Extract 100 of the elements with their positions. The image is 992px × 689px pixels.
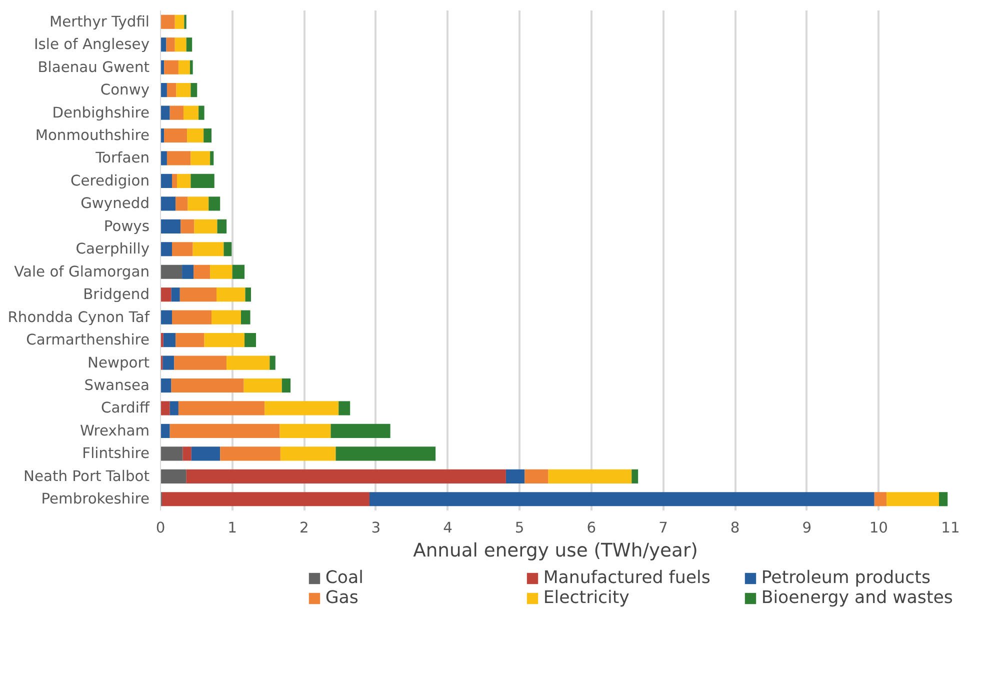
bar	[264, 401, 339, 416]
x-tick-label: 0	[156, 520, 166, 536]
bar	[220, 446, 280, 461]
y-tick-label: Flintshire	[82, 445, 150, 462]
bar	[180, 288, 217, 302]
bar	[164, 60, 178, 74]
legend-label: Coal	[325, 568, 364, 588]
bar	[160, 83, 167, 98]
bar	[548, 469, 632, 484]
bar	[204, 333, 245, 348]
bar	[174, 356, 227, 370]
bar	[170, 106, 184, 120]
bar	[874, 492, 887, 506]
bar	[160, 288, 172, 302]
x-tick-label: 11	[941, 520, 960, 536]
bar	[187, 128, 204, 143]
x-tick-label: 4	[443, 520, 452, 536]
x-tick-label: 7	[658, 520, 668, 536]
y-tick-label: Swansea	[84, 377, 150, 394]
bar	[166, 151, 191, 166]
bar	[245, 288, 251, 302]
bar	[160, 151, 167, 166]
bar	[172, 310, 212, 324]
bar	[166, 83, 176, 98]
legend-label: Bioenergy and wastes	[761, 588, 954, 608]
bar	[160, 196, 176, 211]
bar	[232, 264, 245, 279]
bar	[190, 83, 198, 98]
y-tick-label: Cardiff	[101, 400, 150, 417]
bar	[210, 151, 214, 166]
bar	[886, 492, 940, 506]
bar	[224, 242, 232, 256]
bar	[217, 219, 227, 234]
y-tick-label: Vale of Glamorgan	[14, 263, 150, 280]
bar	[190, 151, 210, 166]
y-tick-label: Conwy	[100, 82, 150, 99]
legend-label: Petroleum products	[761, 568, 932, 588]
bar	[216, 288, 246, 302]
bar	[226, 356, 270, 370]
bar	[160, 424, 170, 438]
x-tick-label: 8	[730, 520, 740, 536]
bar	[166, 38, 175, 52]
bar	[162, 356, 174, 370]
bar	[244, 333, 256, 348]
bar	[632, 469, 638, 484]
bar	[160, 378, 172, 393]
y-tick-label: Torfaen	[94, 150, 150, 167]
x-tick-label: 1	[228, 520, 237, 536]
bar	[176, 196, 188, 211]
bar	[186, 469, 506, 484]
bar	[192, 242, 224, 256]
bar	[183, 106, 199, 120]
y-tick-label: Neath Port Talbot	[24, 468, 150, 485]
bar	[160, 401, 170, 416]
bar	[280, 446, 336, 461]
bar	[524, 469, 548, 484]
y-tick-label: Blaenau Gwent	[38, 58, 150, 76]
bar	[182, 446, 192, 461]
x-tick-label: 10	[869, 520, 888, 536]
bar	[186, 38, 192, 52]
y-tick-label: Powys	[104, 218, 150, 235]
bar	[210, 264, 232, 279]
bar	[163, 333, 176, 348]
bar	[182, 264, 194, 279]
bar	[188, 196, 209, 211]
bar	[160, 264, 182, 279]
x-axis-title: Annual energy use (TWh/year)	[413, 540, 698, 562]
bar	[244, 378, 282, 393]
bar	[172, 242, 193, 256]
bar	[282, 378, 290, 393]
bar	[162, 492, 370, 506]
bar	[198, 106, 204, 120]
x-tick-label: 6	[586, 520, 596, 536]
x-tick-label: 2	[299, 520, 309, 536]
x-tick-label: 5	[514, 520, 524, 536]
bar	[170, 401, 178, 416]
bar	[171, 288, 180, 302]
x-tick-label: 9	[802, 520, 812, 536]
bar	[178, 60, 190, 74]
bar	[164, 128, 188, 143]
bar	[160, 174, 172, 188]
legend-label: Electricity	[543, 588, 630, 608]
y-tick-label: Wrexham	[80, 422, 150, 440]
y-tick-label: Rhondda Cynon Taf	[8, 308, 150, 326]
bar	[160, 219, 181, 234]
bar	[160, 106, 170, 120]
bar	[176, 83, 191, 98]
bar	[211, 310, 241, 324]
y-tick-label: Monmouthshire	[35, 127, 150, 144]
y-tick-label: Denbighshire	[52, 104, 150, 122]
bar	[178, 401, 265, 416]
legend-label: Manufactured fuels	[543, 568, 712, 588]
bar	[177, 174, 191, 188]
bar	[338, 401, 350, 416]
bar	[204, 128, 212, 143]
bar	[160, 446, 183, 461]
y-tick-label: Newport	[87, 354, 150, 372]
bar	[270, 356, 276, 370]
bar	[190, 174, 214, 188]
y-tick-label: Bridgend	[83, 286, 150, 304]
